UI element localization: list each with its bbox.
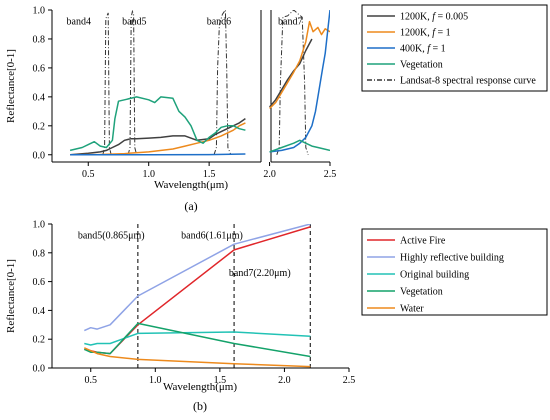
x-tick-label: 0.5 xyxy=(84,375,97,386)
legend-entry: 1200K, f = 1 xyxy=(400,28,451,39)
x-tick-label: 1.5 xyxy=(214,375,227,386)
series-line xyxy=(269,20,330,109)
x-tick-label: 2.5 xyxy=(324,169,337,180)
band-label: band7(2.20μm) xyxy=(229,268,291,279)
x-tick-label: 1.5 xyxy=(203,169,216,180)
band-label: band6 xyxy=(207,16,231,27)
plot-area xyxy=(83,224,311,368)
panel-caption: (a) xyxy=(184,199,197,213)
series-line xyxy=(83,347,311,368)
series-line xyxy=(83,224,311,332)
y-axis-title: Reflectance[0-1] xyxy=(5,259,17,333)
panel-b-chart: 0.5 1.0 1.5 2.0 2.50.00.20.40.60.81.0Wavelen… xyxy=(5,220,548,413)
y-tick-label: 0.2 xyxy=(33,121,46,132)
spectral-response-curve xyxy=(102,12,112,155)
series-line xyxy=(70,117,246,156)
y-tick-label: 0.6 xyxy=(33,277,46,288)
series-line xyxy=(269,139,330,153)
y-tick-label: 0.4 xyxy=(33,306,46,317)
spectral-response-curve xyxy=(276,10,309,155)
series-line xyxy=(70,122,246,156)
x-axis-title: Wavelength(μm) xyxy=(163,381,237,393)
legend-entry: 400K, f = 1 xyxy=(400,44,446,55)
series-line xyxy=(269,10,330,153)
legend-entry: Vegetation xyxy=(400,287,443,298)
y-axis-title: Reflectance[0-1] xyxy=(5,49,17,123)
x-tick-label: 2.0 xyxy=(278,375,291,386)
band-label: band6(1.61μm) xyxy=(181,230,243,241)
legend-entry: Highly reflective building xyxy=(400,253,504,264)
panel-caption: (b) xyxy=(193,399,207,413)
series-line xyxy=(269,38,313,108)
x-tick-label: 2.5 xyxy=(343,375,356,386)
y-tick-label: 0.8 xyxy=(33,34,46,45)
legend-entry: Landsat-8 spectral response curve xyxy=(400,76,536,87)
legend-entry: Active Fire xyxy=(400,236,446,247)
y-tick-label: 0.0 xyxy=(33,150,46,161)
spectral-response-curve xyxy=(127,10,138,155)
x-axis-title: Wavelength(μm) xyxy=(154,179,228,191)
spectral-response-curve xyxy=(213,10,232,155)
band-label: band7 xyxy=(278,16,302,27)
series-line xyxy=(70,153,246,156)
y-tick-label: 0.6 xyxy=(33,63,46,74)
band-label: band5(0.865μm) xyxy=(78,230,145,241)
plot-area xyxy=(69,10,330,156)
y-tick-label: 0.8 xyxy=(33,248,46,259)
series-line xyxy=(83,322,311,358)
x-tick-label: 1.0 xyxy=(149,375,162,386)
x-tick-label: 2.0 xyxy=(263,169,276,180)
legend: 1200K, f = 0.005 1200K, f = 1 400K, f = 1 V… xyxy=(361,4,548,92)
series-line xyxy=(84,331,311,346)
y-tick-label: 0.2 xyxy=(33,335,46,346)
y-tick-label: 1.0 xyxy=(33,6,46,17)
legend-entry: Vegetation xyxy=(400,60,443,71)
x-tick-label: 1.0 xyxy=(142,169,155,180)
y-tick-label: 0.0 xyxy=(33,364,46,375)
legend-entry: Water xyxy=(400,304,424,315)
legend-entry: 1200K, f = 0.005 xyxy=(400,12,468,23)
series-line xyxy=(69,96,246,152)
legend-entry: Original building xyxy=(400,270,469,281)
panel-a-chart: 0.5 1.0 1.5 2.0 2.50.00.20.40.60.81.0Wavelen… xyxy=(5,4,548,213)
y-tick-label: 0.4 xyxy=(33,92,46,103)
band-label: band5 xyxy=(122,16,146,27)
legend-box xyxy=(361,228,548,316)
y-tick-label: 1.0 xyxy=(33,220,46,231)
legend: Active Fire Highly reflective building Ori… xyxy=(361,228,548,316)
x-tick-label: 0.5 xyxy=(82,169,95,180)
band-label: band4 xyxy=(67,16,91,27)
